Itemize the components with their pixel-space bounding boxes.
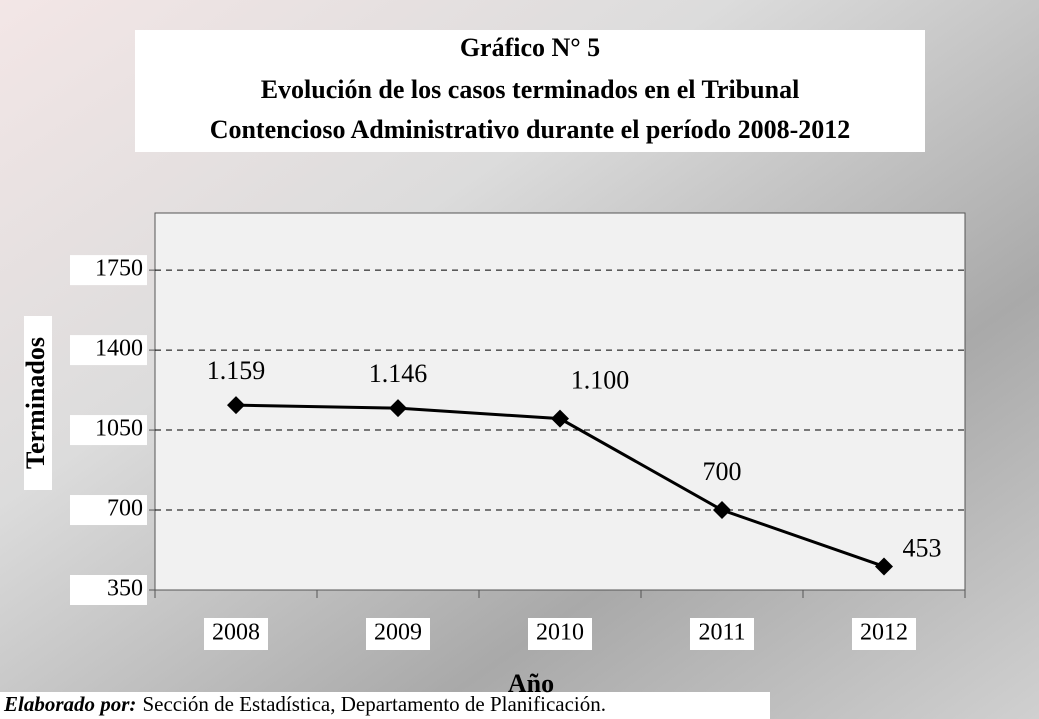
plot-area (154, 212, 966, 591)
x-tick-label: 2008 (212, 620, 260, 646)
y-tick-box (70, 415, 147, 446)
y-tick-label: 700 (107, 496, 143, 522)
x-tick-box (528, 618, 592, 650)
x-tick-box (204, 618, 268, 650)
y-tick-box (70, 335, 147, 366)
marker (875, 557, 893, 576)
marker (227, 396, 245, 415)
y-axis-label: Terminados (21, 337, 50, 469)
y-tick-box (70, 575, 147, 605)
x-tick-label: 2011 (698, 620, 745, 646)
marker (713, 501, 731, 520)
y-tick-box (70, 495, 147, 526)
source-label: Elaborado por: (3, 692, 136, 716)
footer: Elaborado por: Sección de Estadística, De… (3, 692, 606, 716)
chart-title: Gráfico N° 5 (460, 33, 600, 62)
data-label: 700 (703, 457, 742, 486)
x-tick-label: 2012 (860, 620, 908, 646)
y-tick-label: 1400 (95, 336, 143, 362)
x-tick-box (690, 618, 754, 650)
y-label-box (24, 316, 52, 490)
chart-title: Evolución de los casos terminados en el … (261, 75, 800, 104)
x-tick-label: 2010 (536, 620, 584, 646)
y-tick-label: 1050 (95, 416, 143, 442)
x-tick-box (366, 618, 430, 650)
data-label: 453 (903, 533, 942, 562)
footer-box (0, 692, 770, 719)
marker (551, 409, 569, 428)
data-label: 1.159 (207, 356, 266, 385)
x-tick-box (852, 618, 916, 650)
x-axis-label: Año (508, 669, 554, 698)
source: Sección de Estadística, Departamento de … (142, 692, 606, 716)
y-tick-box (70, 255, 147, 286)
y-tick-label: 350 (107, 576, 143, 602)
data-label: 1.146 (369, 359, 428, 388)
chart-title: Contencioso Administrativo durante el pe… (210, 115, 851, 144)
marker (389, 399, 407, 418)
title-box (135, 30, 925, 152)
data-label: 1.100 (571, 366, 630, 395)
y-tick-label: 1750 (95, 256, 143, 282)
x-tick-label: 2009 (374, 620, 422, 646)
